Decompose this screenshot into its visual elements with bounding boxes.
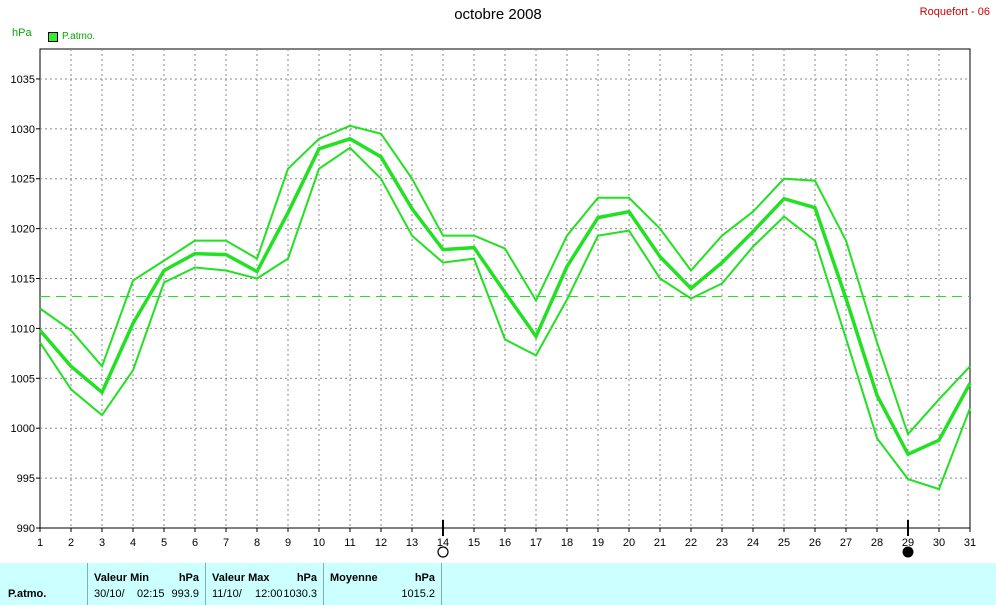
x-tick-label: 9 (285, 537, 291, 549)
min-value-cell: Valeur Min hPa 30/10/ 02:15 993.9 (88, 563, 206, 605)
avg-value: 1015.2 (401, 588, 435, 600)
x-tick-label: 25 (778, 537, 790, 549)
avg-header: Moyenne (330, 572, 378, 584)
x-tick-label: 1 (37, 537, 43, 549)
average-cell: Moyenne hPa 1015.2 (324, 563, 442, 605)
series-line-min (39, 146, 971, 491)
min-value: 993.9 (171, 588, 199, 600)
x-tick-label: 16 (499, 537, 511, 549)
x-tick-label: 13 (406, 537, 418, 549)
y-tick-label: 1005 (11, 373, 35, 385)
chart-title: octobre 2008 (454, 6, 542, 23)
y-tick-label: 1015 (11, 274, 35, 286)
x-tick-label: 15 (468, 537, 480, 549)
x-tick-label: 18 (561, 537, 573, 549)
x-tick-label: 27 (840, 537, 852, 549)
y-tick-label: 1030 (11, 124, 35, 136)
new-moon-icon (902, 546, 914, 558)
min-header: Valeur Min (94, 572, 150, 584)
y-tick-label: 995 (17, 473, 35, 485)
y-tick-label: 1025 (11, 174, 35, 186)
y-axis-unit: hPa (12, 27, 32, 39)
x-tick-label: 2 (68, 537, 74, 549)
max-value-cell: Valeur Max hPa 11/10/ 12:00 1030.3 (206, 563, 324, 605)
x-tick-label: 24 (747, 537, 759, 549)
series-line-max (39, 124, 971, 437)
x-tick-label: 30 (933, 537, 945, 549)
max-time: 12:00 (255, 588, 283, 600)
min-time: 02:15 (137, 588, 165, 600)
x-tick-label: 12 (375, 537, 387, 549)
y-tick-label: 1020 (11, 224, 35, 236)
x-tick-label: 28 (871, 537, 883, 549)
max-header: Valeur Max (212, 572, 270, 584)
legend: P.atmo. (48, 31, 95, 42)
x-tick-label: 20 (623, 537, 635, 549)
stats-footer: P.atmo. Valeur Min hPa 30/10/ 02:15 993.… (0, 563, 996, 605)
x-tick-label: 7 (223, 537, 229, 549)
avg-unit: hPa (414, 572, 435, 584)
legend-label: P.atmo. (62, 31, 96, 42)
x-tick-label: 21 (654, 537, 666, 549)
y-tick-label: 1010 (11, 323, 35, 335)
x-tick-label: 19 (592, 537, 604, 549)
max-unit: hPa (296, 572, 317, 584)
footer-row-label: P.atmo. (8, 588, 47, 600)
y-tick-label: 1000 (11, 423, 35, 435)
x-tick-label: 22 (685, 537, 697, 549)
min-unit: hPa (178, 572, 199, 584)
station-name: Roquefort - 06 (919, 6, 990, 18)
legend-swatch (48, 31, 58, 42)
y-tick-label: 990 (17, 523, 35, 535)
x-tick-label: 14 (437, 537, 449, 549)
x-tick-label: 4 (130, 537, 136, 549)
x-tick-label: 10 (313, 537, 325, 549)
x-tick-label: 3 (99, 537, 105, 549)
footer-row-label-cell: P.atmo. (0, 563, 88, 605)
x-tick-label: 26 (809, 537, 821, 549)
x-tick-label: 17 (530, 537, 542, 549)
x-tick-label: 23 (716, 537, 728, 549)
x-tick-label: 31 (964, 537, 976, 549)
x-tick-label: 29 (902, 537, 914, 549)
series-line-moyenne (38, 136, 972, 457)
full-moon-icon (437, 546, 449, 558)
y-tick-label: 1035 (11, 74, 35, 86)
x-tick-label: 5 (161, 537, 167, 549)
x-tick-label: 6 (192, 537, 198, 549)
x-tick-label: 8 (254, 537, 260, 549)
min-date: 30/10/ (94, 588, 125, 600)
max-date: 11/10/ (212, 588, 242, 600)
max-value: 1030.3 (283, 588, 317, 600)
x-tick-label: 11 (344, 537, 355, 549)
